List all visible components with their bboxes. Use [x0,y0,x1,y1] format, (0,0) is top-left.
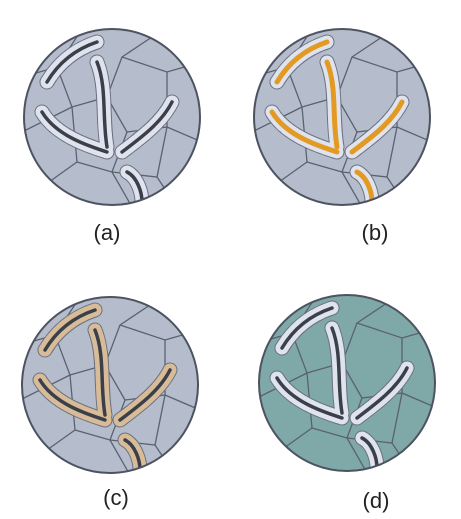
panel-label: (a) [94,220,121,245]
panel-c [21,296,199,474]
panel-label: (b) [362,220,389,245]
panel-label: (d) [363,488,390,513]
panel-label: (c) [103,485,129,510]
panel-a [23,28,201,206]
panel-d [258,294,436,472]
panel-b [253,28,431,206]
